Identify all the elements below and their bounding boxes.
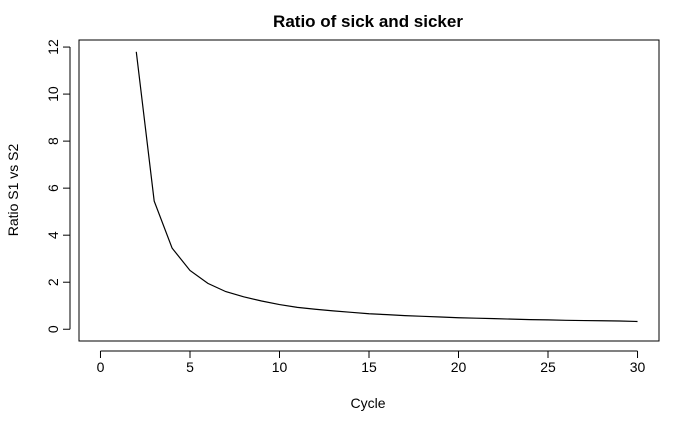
y-tick-label: 8 (45, 137, 61, 145)
series-line (135, 51, 638, 323)
y-tick-label: 6 (45, 184, 61, 192)
plot-frame (78, 39, 660, 342)
y-axis-label: Ratio S1 vs S2 (5, 143, 21, 236)
y-tick-label: 10 (45, 86, 61, 102)
y-tick-label: 4 (45, 231, 61, 239)
x-tick-label: 0 (97, 359, 105, 375)
x-tick-label: 30 (630, 359, 646, 375)
x-tick-label: 25 (540, 359, 556, 375)
y-tick-label: 0 (45, 325, 61, 333)
x-tick-label: 20 (451, 359, 467, 375)
y-tick-label: 12 (45, 39, 61, 55)
x-axis: 0 5 10 15 20 25 30 (97, 350, 646, 375)
y-axis: 0 2 4 6 8 10 12 (45, 39, 71, 333)
x-tick-label: 15 (361, 359, 377, 375)
series-layer (135, 51, 638, 323)
chart-title: Ratio of sick and sicker (273, 12, 463, 31)
x-tick-label: 5 (186, 359, 194, 375)
x-tick-label: 10 (272, 359, 288, 375)
x-axis-label: Cycle (350, 395, 385, 411)
y-tick-label: 2 (45, 278, 61, 286)
